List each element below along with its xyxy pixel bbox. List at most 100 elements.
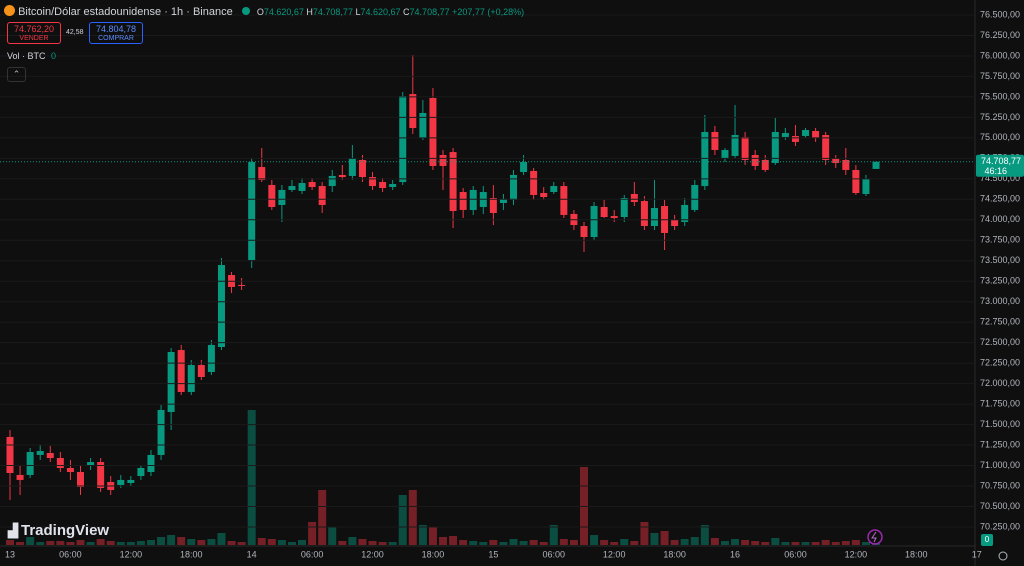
last-price-label: 74.708,77 bbox=[981, 156, 1021, 166]
ohlc-key: H bbox=[306, 7, 313, 17]
volume-bar bbox=[731, 539, 740, 545]
y-tick-label: 74.250,00 bbox=[980, 194, 1020, 204]
x-tick-label: 18:00 bbox=[422, 549, 445, 559]
volume-bar bbox=[650, 533, 659, 545]
volume-bar bbox=[590, 535, 599, 545]
settings-icon[interactable] bbox=[998, 551, 1008, 561]
sell-label: VENDER bbox=[19, 35, 49, 42]
volume-bar bbox=[600, 540, 609, 545]
badge: 0 bbox=[981, 534, 993, 546]
volume-bar bbox=[831, 542, 840, 545]
volume-label: Vol · BTC bbox=[7, 51, 46, 61]
ohlc-key: L bbox=[355, 7, 361, 17]
volume-bar bbox=[660, 531, 669, 545]
volume-bar bbox=[781, 542, 790, 545]
y-tick-label: 73.000,00 bbox=[980, 296, 1020, 306]
ohlc-value: 74.708,77 bbox=[409, 7, 450, 17]
volume-bar bbox=[126, 542, 135, 545]
volume-bar bbox=[479, 542, 488, 545]
y-tick-label: 71.000,00 bbox=[980, 460, 1020, 470]
y-tick-label: 72.750,00 bbox=[980, 317, 1020, 327]
x-tick-label: 06:00 bbox=[543, 549, 566, 559]
ohlc-key: O bbox=[256, 7, 264, 17]
volume-bar bbox=[529, 540, 538, 545]
volume-bar bbox=[197, 540, 206, 545]
volume-bar bbox=[811, 542, 820, 545]
volume-value: 0 bbox=[51, 51, 57, 61]
volume-bar bbox=[690, 537, 699, 545]
status-dot bbox=[241, 7, 250, 15]
volume-bar bbox=[418, 525, 427, 545]
buy-label: COMPRAR bbox=[98, 35, 134, 42]
y-tick-label: 75.750,00 bbox=[980, 71, 1020, 81]
volume-bar bbox=[368, 541, 377, 545]
volume-bar bbox=[388, 542, 397, 545]
ohlc-value: 74.708,77 bbox=[312, 7, 353, 17]
volume-bar bbox=[146, 540, 155, 545]
volume-bar bbox=[861, 542, 870, 545]
overlay: 76.500,00 76.250,00 76.000,00 75.750,00 75.5… bbox=[0, 9, 1024, 559]
sell-price: 74.762,20 bbox=[13, 24, 55, 34]
volume-bar bbox=[157, 537, 166, 545]
volume-bar bbox=[76, 540, 85, 545]
volume-bar bbox=[428, 527, 437, 545]
volume-bar bbox=[449, 536, 458, 545]
x-tick-label: 06:00 bbox=[784, 549, 807, 559]
x-tick-label: 13 bbox=[5, 549, 15, 559]
volume-bar bbox=[207, 539, 216, 545]
y-tick-label: 73.750,00 bbox=[980, 235, 1020, 245]
x-tick-label: 17 bbox=[972, 549, 982, 559]
y-tick-label: 76.000,00 bbox=[980, 50, 1020, 60]
volume-bar bbox=[741, 540, 750, 545]
volume-bar bbox=[298, 540, 307, 545]
volume-bar bbox=[821, 540, 830, 545]
volume-bar bbox=[6, 540, 14, 545]
title[interactable]: Bitcoin/Dólar estadounidense · 1h · Bina… bbox=[18, 6, 233, 18]
price-axis-bg bbox=[975, 0, 1024, 566]
change: +207,77 (+0,28%) bbox=[452, 7, 525, 17]
brand: ▟ TradingView bbox=[8, 522, 109, 539]
volume-bar bbox=[761, 542, 770, 545]
event-icon-bolt bbox=[871, 531, 877, 543]
volume-bar bbox=[227, 541, 236, 545]
y-tick-label: 74.500,00 bbox=[980, 173, 1020, 183]
x-tick-label: 18:00 bbox=[663, 549, 686, 559]
y-tick-label: 72.250,00 bbox=[980, 358, 1020, 368]
volume-bar bbox=[610, 542, 619, 545]
collapse-button[interactable]: ⌃ bbox=[7, 67, 26, 82]
volume-bar bbox=[16, 542, 25, 545]
volume-bar bbox=[539, 542, 548, 545]
volume-bar bbox=[569, 540, 578, 545]
volume-bar bbox=[328, 527, 337, 545]
symbol: Bitcoin/Dólar estadounidense · 1h · Bina… bbox=[4, 5, 524, 18]
y-tick-label: 74.000,00 bbox=[980, 214, 1020, 224]
volume-bar bbox=[851, 540, 860, 545]
volume-bar bbox=[459, 540, 468, 545]
volume-bar bbox=[46, 541, 55, 545]
volume-bar bbox=[177, 537, 186, 545]
ohlc-key: C bbox=[403, 7, 410, 17]
ohlc-value: 74.620,67 bbox=[360, 7, 401, 17]
volume-bar bbox=[489, 540, 498, 545]
y-tick-label: 73.250,00 bbox=[980, 276, 1020, 286]
volume-bar bbox=[710, 538, 719, 545]
volume-bar bbox=[469, 541, 478, 545]
volume-bar bbox=[630, 541, 639, 545]
volume-bar bbox=[56, 541, 65, 545]
sell-button[interactable]: 74.762,20 VENDER bbox=[7, 22, 61, 44]
x-tick-label: 12:00 bbox=[120, 549, 143, 559]
x-tick-label: 18:00 bbox=[905, 549, 928, 559]
volume-bar bbox=[136, 541, 145, 545]
volume-bar bbox=[237, 542, 246, 545]
buy-button[interactable]: 74.804,78 COMPRAR bbox=[89, 22, 143, 44]
event-icon[interactable] bbox=[867, 529, 883, 545]
volume-bar bbox=[398, 495, 407, 545]
brand-mark: ▟ bbox=[8, 523, 18, 538]
volume-bar bbox=[247, 410, 256, 545]
volume-bar bbox=[801, 542, 810, 545]
y-tick-label: 71.500,00 bbox=[980, 419, 1020, 429]
volume-bar bbox=[106, 541, 115, 545]
volume-bar bbox=[408, 490, 417, 545]
